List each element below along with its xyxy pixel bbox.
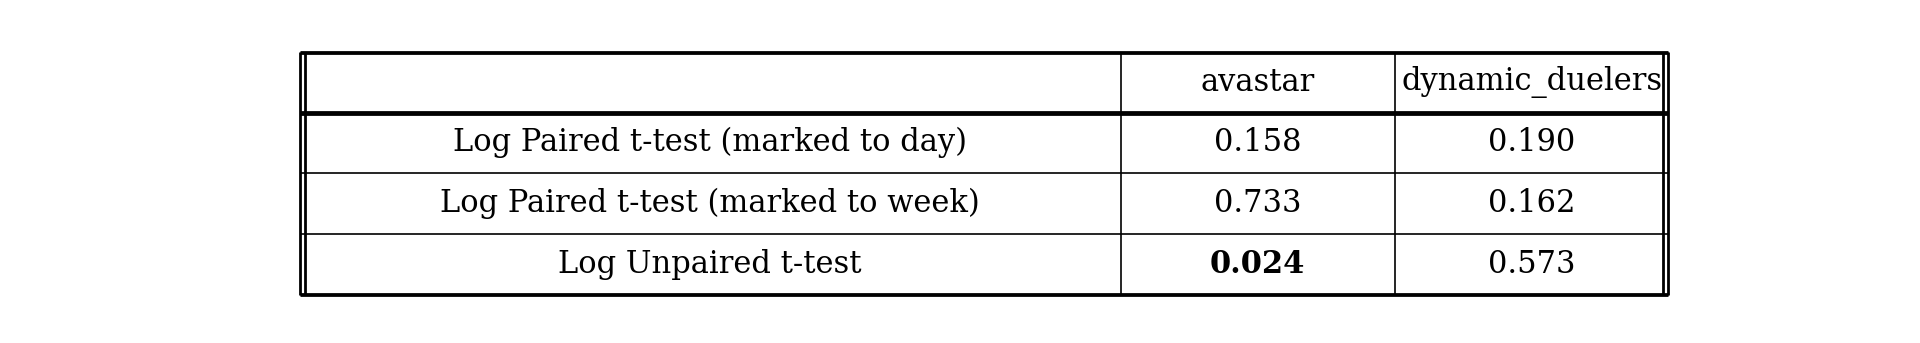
Text: Log Paired t-test (marked to week): Log Paired t-test (marked to week) xyxy=(440,188,979,219)
Text: Log Paired t-test (marked to day): Log Paired t-test (marked to day) xyxy=(453,127,968,158)
Text: 0.573: 0.573 xyxy=(1488,249,1574,280)
Text: dynamic_duelers: dynamic_duelers xyxy=(1402,66,1663,98)
Text: 0.162: 0.162 xyxy=(1488,188,1574,219)
Text: 0.158: 0.158 xyxy=(1213,127,1302,158)
Text: 0.733: 0.733 xyxy=(1213,188,1302,219)
Text: avastar: avastar xyxy=(1200,67,1315,98)
Text: Log Unpaired t-test: Log Unpaired t-test xyxy=(559,249,862,280)
Text: 0.190: 0.190 xyxy=(1488,127,1574,158)
Text: 0.024: 0.024 xyxy=(1210,249,1306,280)
